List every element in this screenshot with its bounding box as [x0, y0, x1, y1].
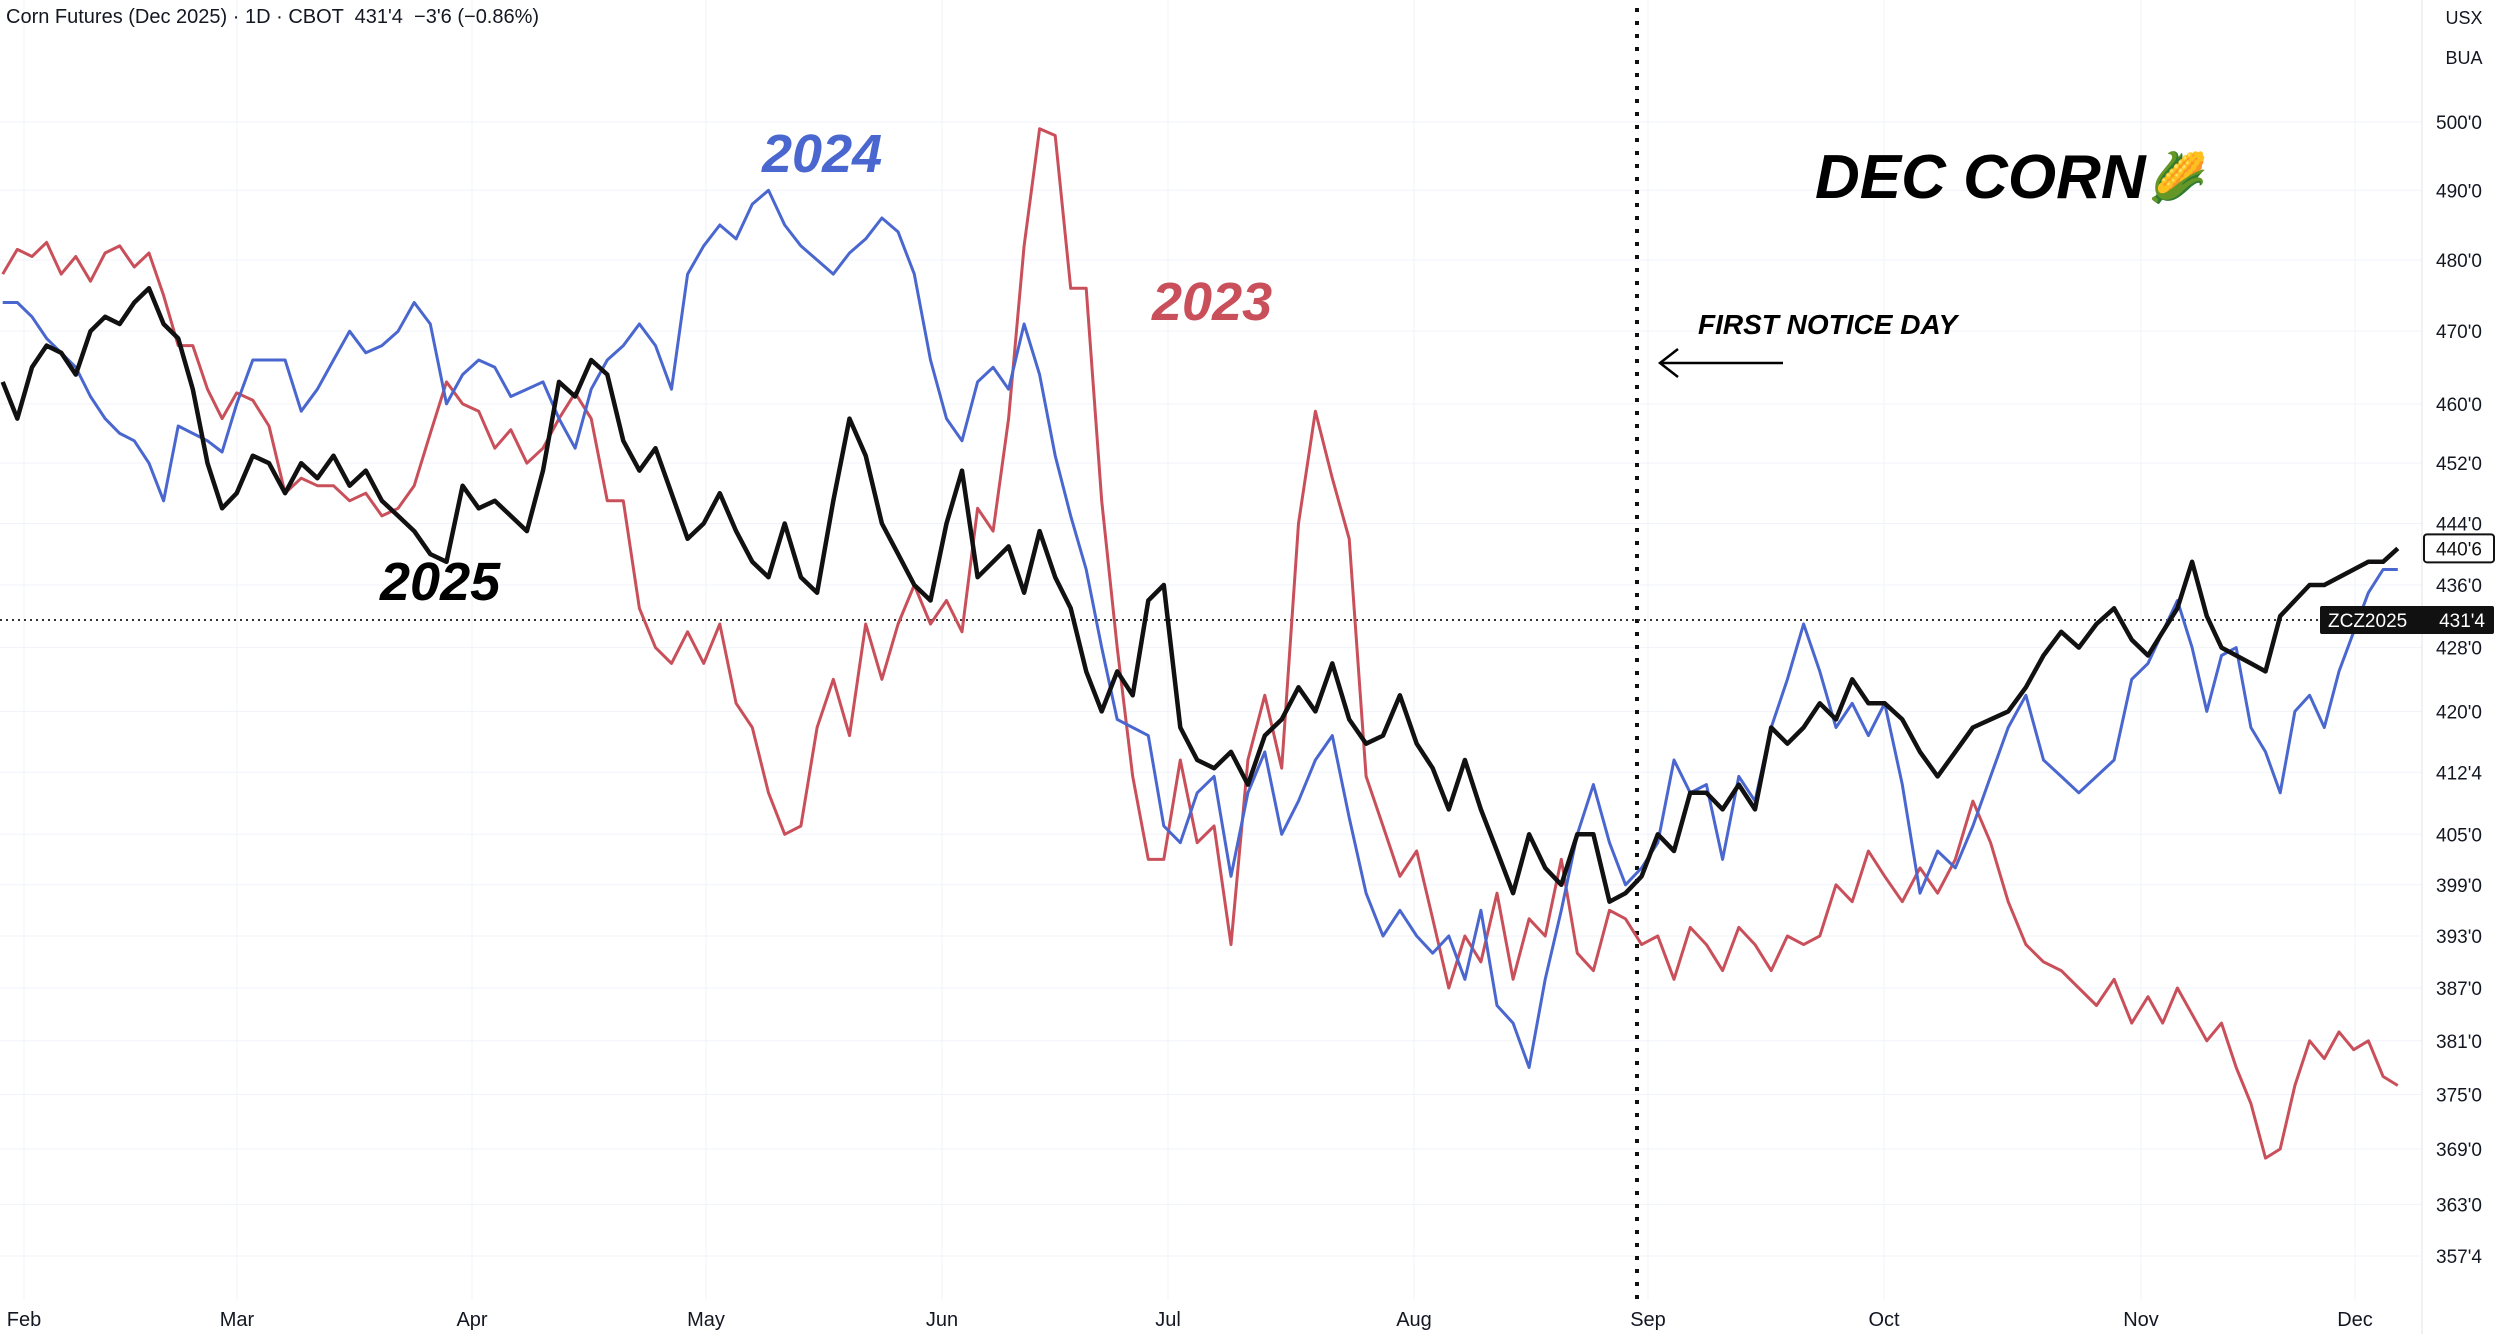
series-line-2023: [1, 127, 2399, 1160]
x-axis-ticks: Feb Mar Apr May Jun Jul Aug Sep Oct Nov Dec: [7, 1309, 2373, 1331]
symbol-header[interactable]: Corn Futures (Dec 2025) · 1D · CBOT 431'…: [6, 6, 540, 28]
y-tick-label: 399'0: [2436, 876, 2482, 897]
svg-text:2025: 2025: [379, 552, 501, 612]
y-tick-label: 452'0: [2436, 454, 2482, 475]
y-axis-ticks: 500'0 490'0 480'0 470'0 460'0 452'0 444'0 436'0…: [2436, 113, 2482, 1268]
corn-icon: 🌽: [2148, 149, 2208, 206]
x-tick-label: Feb: [7, 1309, 41, 1331]
y-tick-label: 420'0: [2436, 702, 2482, 723]
series-line-2025: [0, 286, 2400, 904]
x-tick-label: Oct: [1868, 1309, 1900, 1331]
vertical-gridlines: [23, 0, 2356, 1300]
y-tick-label: 412'4: [2436, 763, 2482, 784]
chart-title: DEC CORN: [1815, 143, 2147, 212]
y-tick-label: 357'4: [2436, 1247, 2482, 1268]
x-tick-label: Dec: [2337, 1309, 2373, 1331]
currency-unit[interactable]: USX: [2445, 8, 2483, 28]
x-tick-label: Sep: [1630, 1309, 1666, 1331]
y-tick-label: 428'0: [2436, 639, 2482, 660]
series-line-2024: [2, 188, 2398, 1069]
y-tick-label: 405'0: [2436, 825, 2482, 846]
svg-text:431'4: 431'4: [2439, 611, 2485, 632]
series-layer: [0, 127, 2400, 1160]
y-tick-label: 363'0: [2436, 1195, 2482, 1216]
series-label-2023: 2023: [1151, 272, 1272, 332]
x-tick-label: Nov: [2123, 1309, 2159, 1331]
svg-text:2023: 2023: [1151, 272, 1272, 332]
y-tick-label: 490'0: [2436, 181, 2482, 202]
x-tick-label: Jul: [1155, 1309, 1181, 1331]
y-tick-label: 470'0: [2436, 322, 2482, 343]
x-tick-label: May: [687, 1309, 725, 1331]
first-notice-day-label: FIRST NOTICE DAY: [1698, 309, 1960, 340]
y-tick-label: 369'0: [2436, 1140, 2482, 1161]
quantity-unit[interactable]: BUA: [2445, 48, 2483, 68]
last-value-box: 440'6: [2423, 533, 2495, 564]
svg-text:ZCZ2025: ZCZ2025: [2328, 611, 2407, 632]
x-tick-label: Mar: [220, 1309, 255, 1331]
svg-text:440'6: 440'6: [2436, 539, 2482, 560]
svg-text:2024: 2024: [761, 124, 882, 184]
current-price-badge: ZCZ2025 431'4: [2320, 606, 2494, 635]
y-tick-label: 387'0: [2436, 979, 2482, 1000]
arrow-left-icon: [1657, 348, 1783, 378]
y-tick-label: 436'0: [2436, 576, 2482, 597]
y-tick-label: 444'0: [2436, 515, 2482, 536]
y-tick-label: 393'0: [2436, 927, 2482, 948]
x-tick-label: Apr: [456, 1309, 487, 1331]
y-tick-label: 381'0: [2436, 1032, 2482, 1053]
y-tick-label: 460'0: [2436, 395, 2482, 416]
series-label-2025: 2025: [379, 552, 501, 612]
y-tick-label: 500'0: [2436, 113, 2482, 134]
x-tick-label: Jun: [926, 1309, 958, 1331]
x-tick-label: Aug: [1396, 1309, 1432, 1331]
y-tick-label: 375'0: [2436, 1085, 2482, 1106]
horizontal-gridlines: [0, 121, 2422, 1257]
series-label-2024: 2024: [761, 124, 882, 184]
y-tick-label: 480'0: [2436, 251, 2482, 272]
